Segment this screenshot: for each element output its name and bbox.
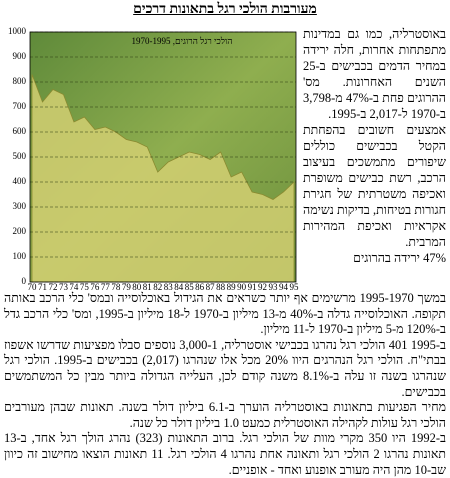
paragraph: באוסטרליה, כמו גם במדינות מתפתחות אחרות,…: [303, 27, 446, 121]
x-tick-label: 85: [185, 282, 195, 292]
x-tick-label: 91: [248, 282, 257, 292]
paragraph: ב-1995 401 הולכי רגל נהרגו בכבישי אוסטרל…: [4, 337, 446, 399]
x-tick-label: 75: [80, 282, 90, 292]
y-tick-label: 200: [13, 226, 27, 236]
paragraph: במשך 1995-1970 מרשימים אף יותר כשראים את…: [4, 291, 446, 337]
paragraph: מחיר הפגיעות בתאונות באוסטרליה הוערך ב-6…: [4, 400, 447, 430]
paragraph: ב-1992 היו 350 מקרי מוות של הולכי רגל. ב…: [4, 431, 446, 477]
x-tick-label: 93: [269, 282, 279, 292]
x-tick-label: 94: [279, 282, 289, 292]
x-tick-label: 72: [48, 282, 57, 292]
area: [31, 74, 295, 283]
bottom-text: במשך 1995-1970 מרשימים אף יותר כשראים את…: [4, 291, 446, 478]
paragraph: 47% ירידה בהרוגים: [353, 251, 446, 265]
y-tick-label: 100: [13, 251, 27, 261]
x-tick-label: 79: [122, 282, 132, 292]
y-tick-label: 300: [13, 201, 27, 211]
x-tick-label: 86: [195, 282, 205, 292]
y-tick-label: 400: [13, 176, 27, 186]
x-tick-label: 73: [59, 282, 69, 292]
y-tick-label: 0: [22, 276, 27, 286]
x-tick-label: 77: [101, 282, 111, 292]
y-tick-label: 500: [13, 151, 27, 161]
x-tick-label: 74: [69, 282, 79, 292]
y-tick-label: 700: [13, 101, 27, 111]
x-tick-label: 80: [132, 282, 142, 292]
chart: הולכי רגל הרוגים, 1970-1995 0 100 200 300 40…: [8, 26, 300, 292]
x-tick-label: 92: [258, 282, 267, 292]
plot-frame: [29, 31, 297, 283]
x-tick-label: 71: [38, 282, 47, 292]
chart-title: הולכי רגל הרוגים, 1970-1995: [132, 36, 233, 46]
x-tick-label: 81: [143, 282, 152, 292]
x-tick-label: 82: [153, 282, 162, 292]
x-tick-label: 83: [164, 282, 174, 292]
x-tick-label: 95: [290, 282, 300, 292]
y-tick-label: 1000: [8, 26, 27, 36]
x-tick-label: 84: [174, 282, 184, 292]
x-tick-label: 78: [111, 282, 121, 292]
x-tick-label: 70: [28, 282, 38, 292]
y-tick-label: 800: [13, 76, 27, 86]
x-tick-label: 90: [237, 282, 247, 292]
title: מעורבות הולכי רגל בתאונות דרכים: [133, 2, 317, 17]
y-tick-label: 600: [13, 126, 27, 136]
paragraph: אמצעים חשובים בהפחתת הקטל בכבישים כוללים…: [303, 123, 446, 249]
x-tick-label: 88: [216, 282, 226, 292]
x-tick-label: 87: [206, 282, 216, 292]
x-tick-label: 89: [227, 282, 237, 292]
side-column: באוסטרליה, כמו גם במדינות מתפתחות אחרות,…: [303, 26, 446, 266]
y-tick-label: 900: [13, 51, 27, 61]
x-tick-label: 76: [90, 282, 100, 292]
